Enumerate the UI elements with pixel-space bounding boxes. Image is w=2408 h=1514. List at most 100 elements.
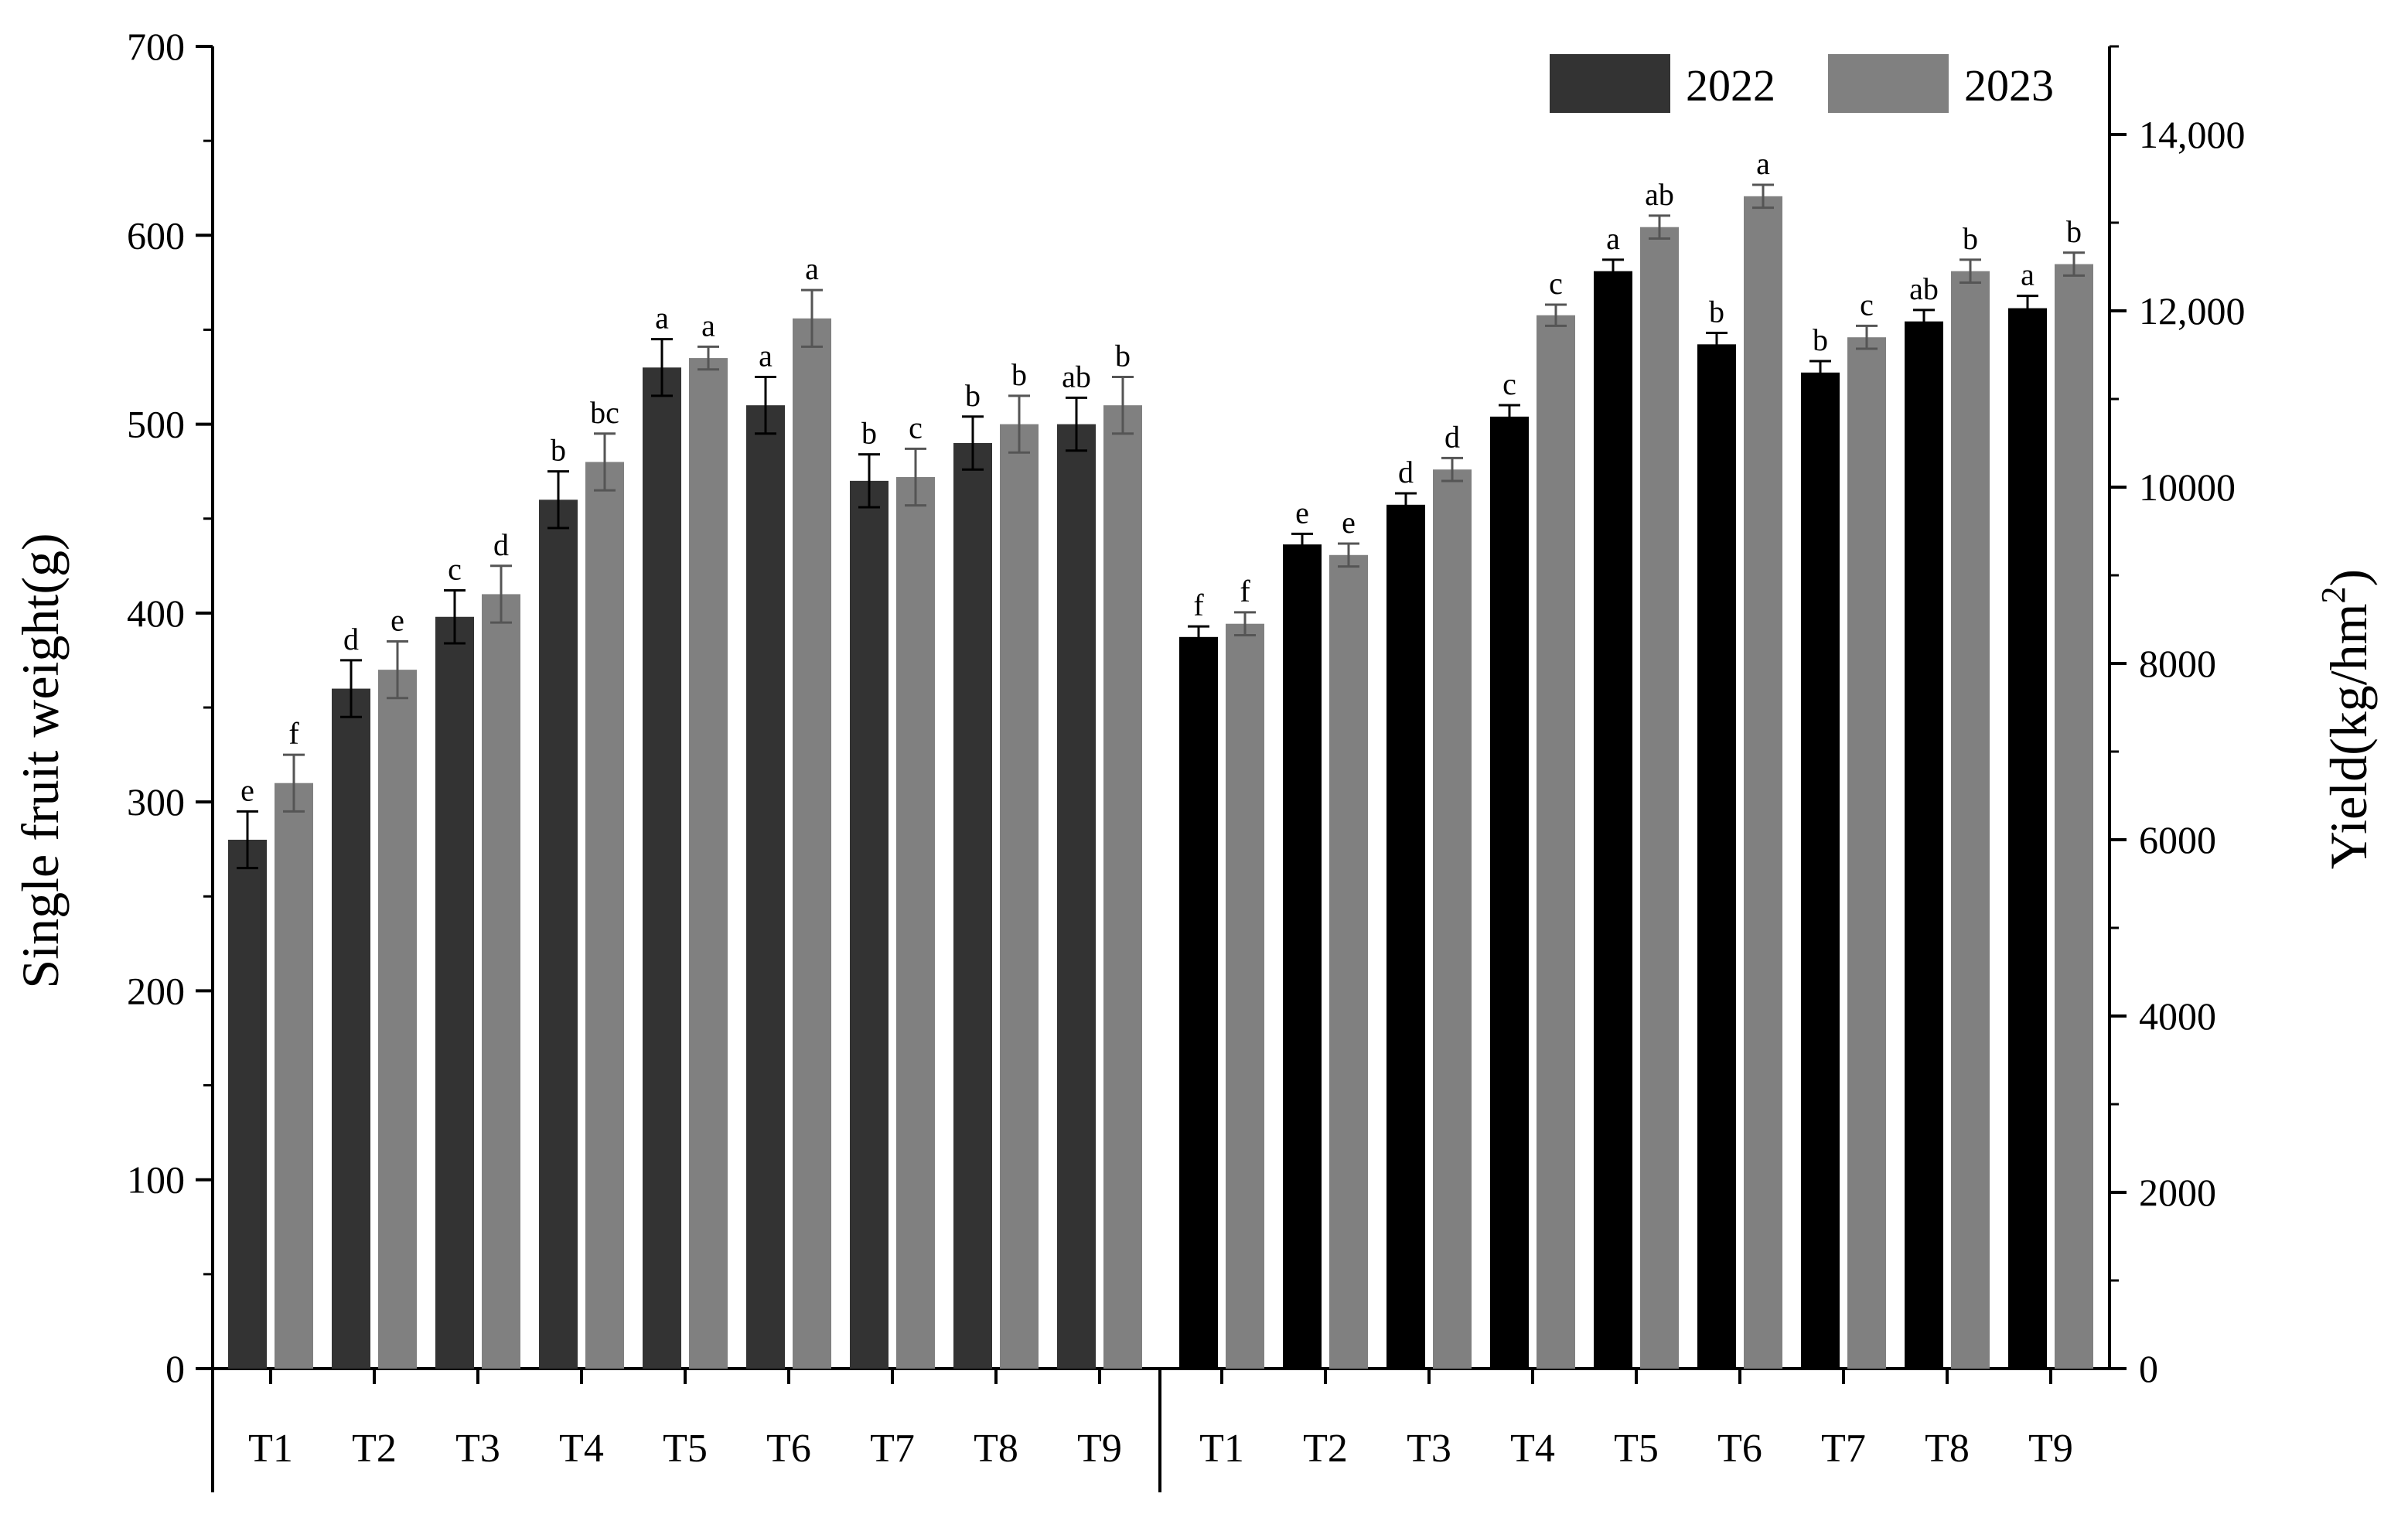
fruit-weight-bar-2022-T6: [746, 405, 785, 1369]
fruit-weight-bar-2023-T7: [896, 476, 935, 1369]
yield-category-label: T7: [1821, 1427, 1866, 1471]
left-tick-label: 200: [127, 969, 185, 1012]
fruit-weight-sig-letter: f: [288, 716, 299, 751]
fruit-weight-bar-2023-T8: [1000, 424, 1039, 1369]
yield-sig-letter: a: [2021, 257, 2035, 292]
yield-sig-letter: b: [1813, 322, 1828, 357]
fruit-weight-category-label: T2: [352, 1427, 397, 1471]
fruit-weight-sig-letter: c: [448, 552, 462, 587]
right-tick-label: 12,000: [2139, 289, 2246, 332]
fruit-weight-sig-letter: e: [240, 772, 254, 807]
yield-bar-2023-T5: [1640, 227, 1679, 1369]
right-tick-label: 0: [2139, 1347, 2158, 1390]
fruit-weight-sig-letter: d: [343, 622, 359, 656]
legend-label-2023: 2023: [1964, 60, 2054, 111]
yield-bar-2022-T3: [1386, 504, 1425, 1369]
fruit-weight-category-label: T8: [974, 1427, 1018, 1471]
right-tick-label: 2000: [2139, 1171, 2216, 1214]
fruit-weight-bar-2022-T3: [435, 616, 474, 1369]
yield-category-label: T4: [1510, 1427, 1555, 1471]
fruit-weight-bar-2022-T5: [643, 367, 681, 1369]
yield-sig-letter: ab: [1645, 177, 1674, 212]
fruit-weight-category-label: T9: [1077, 1427, 1122, 1471]
yield-bar-2022-T9: [2008, 308, 2047, 1369]
left-axis-title: Single fruit weight(g): [11, 533, 70, 988]
fruit-weight-bar-2023-T1: [275, 783, 313, 1369]
right-tick-label: 6000: [2139, 818, 2216, 861]
right-axis-label: Yield(kg/hm2): [2314, 569, 2378, 869]
fruit-weight-category-label: T4: [559, 1427, 604, 1471]
fruit-weight-sig-letter: a: [655, 301, 669, 336]
yield-category-label: T2: [1303, 1427, 1348, 1471]
plot-area: 0 100 200 300 400 500 600 700 0 2000 4000 6000 8000 1…: [127, 25, 2246, 1492]
yield-sig-letter: d: [1444, 419, 1460, 454]
yield-sig-letter: b: [1963, 221, 1978, 256]
fruit-weight-sig-letter: ab: [1062, 359, 1091, 394]
right-axis-label-sup: 2: [2314, 586, 2352, 603]
yield-bar-2023-T6: [1744, 196, 1782, 1369]
right-tick-label: 8000: [2139, 642, 2216, 685]
fruit-weight-bar-2022-T1: [228, 840, 267, 1369]
yield-bar-2022-T8: [1905, 321, 1943, 1369]
right-tick-label: 4000: [2139, 994, 2216, 1038]
yield-bar-2022-T1: [1179, 636, 1218, 1369]
yield-sig-letter: c: [1860, 287, 1874, 322]
yield-sig-letter: ab: [1909, 271, 1939, 306]
fruit-weight-sig-letter: a: [759, 339, 773, 373]
yield-category-label: T6: [1717, 1427, 1762, 1471]
yield-category-label: T8: [1925, 1427, 1970, 1471]
fruit-weight-sig-letter: b: [1115, 339, 1131, 373]
legend-label-2022: 2022: [1686, 60, 1775, 111]
fruit-weight-sig-letter: b: [965, 378, 981, 413]
yield-sig-letter: b: [1709, 295, 1724, 329]
legend-swatch-2022: [1550, 54, 1670, 113]
yield-bar-2022-T7: [1801, 372, 1840, 1369]
yield-bar-2023-T9: [2055, 264, 2093, 1369]
fruit-weight-bar-2022-T8: [953, 443, 992, 1369]
yield-bar-2023-T3: [1433, 469, 1472, 1369]
yield-sig-letter: d: [1398, 455, 1414, 489]
yield-bar-2023-T2: [1329, 554, 1368, 1369]
left-axis-label: Single fruit weight(g): [11, 533, 70, 988]
fruit-weight-sig-letter: b: [551, 433, 566, 468]
fruit-weight-sig-letter: a: [805, 251, 819, 286]
fruit-weight-category-label: T3: [455, 1427, 500, 1471]
fruit-weight-bar-2022-T9: [1057, 424, 1096, 1369]
yield-sig-letter: c: [1549, 266, 1563, 301]
fruit-weight-sig-letter: b: [861, 416, 877, 451]
legend: 2022 2023: [1550, 54, 2054, 113]
fruit-weight-sig-letter: d: [493, 527, 509, 562]
fruit-weight-bar-2023-T3: [482, 594, 520, 1369]
yield-category-label: T3: [1407, 1427, 1451, 1471]
yield-sig-letter: e: [1342, 505, 1356, 540]
left-tick-label: 100: [127, 1158, 185, 1202]
fruit-weight-bar-2022-T7: [850, 480, 889, 1369]
yield-bar-2022-T2: [1283, 544, 1322, 1369]
yield-bar-2022-T4: [1490, 416, 1529, 1369]
right-axis-label-main: Yield(kg/hm: [2319, 603, 2378, 869]
yield-category-label: T5: [1614, 1427, 1659, 1471]
fruit-weight-bar-2022-T4: [539, 500, 578, 1369]
right-tick-label: 14,000: [2139, 113, 2246, 156]
right-axis-label-end: ): [2319, 569, 2378, 587]
yield-bar-2022-T5: [1594, 271, 1632, 1369]
fruit-weight-bar-2023-T5: [689, 358, 728, 1369]
fruit-weight-category-label: T7: [870, 1427, 915, 1471]
yield-bar-2023-T8: [1951, 271, 1990, 1369]
left-tick-label: 400: [127, 592, 185, 635]
yield-bar-2023-T4: [1537, 315, 1575, 1369]
fruit-weight-category-label: T6: [766, 1427, 811, 1471]
left-tick-label: 600: [127, 213, 185, 257]
fruit-weight-sig-letter: bc: [590, 395, 619, 430]
yield-sig-letter: f: [1193, 588, 1204, 622]
yield-category-label: T9: [2028, 1427, 2073, 1471]
yield-sig-letter: c: [1502, 367, 1516, 401]
fruit-weight-bar-2023-T6: [793, 318, 831, 1369]
yield-sig-letter: b: [2066, 214, 2082, 249]
fruit-weight-category-label: T1: [248, 1427, 293, 1471]
fruit-weight-category-label: T5: [663, 1427, 708, 1471]
yield-bar-2022-T6: [1697, 344, 1736, 1369]
yield-category-label: T1: [1199, 1427, 1244, 1471]
left-tick-label: 700: [127, 25, 185, 68]
